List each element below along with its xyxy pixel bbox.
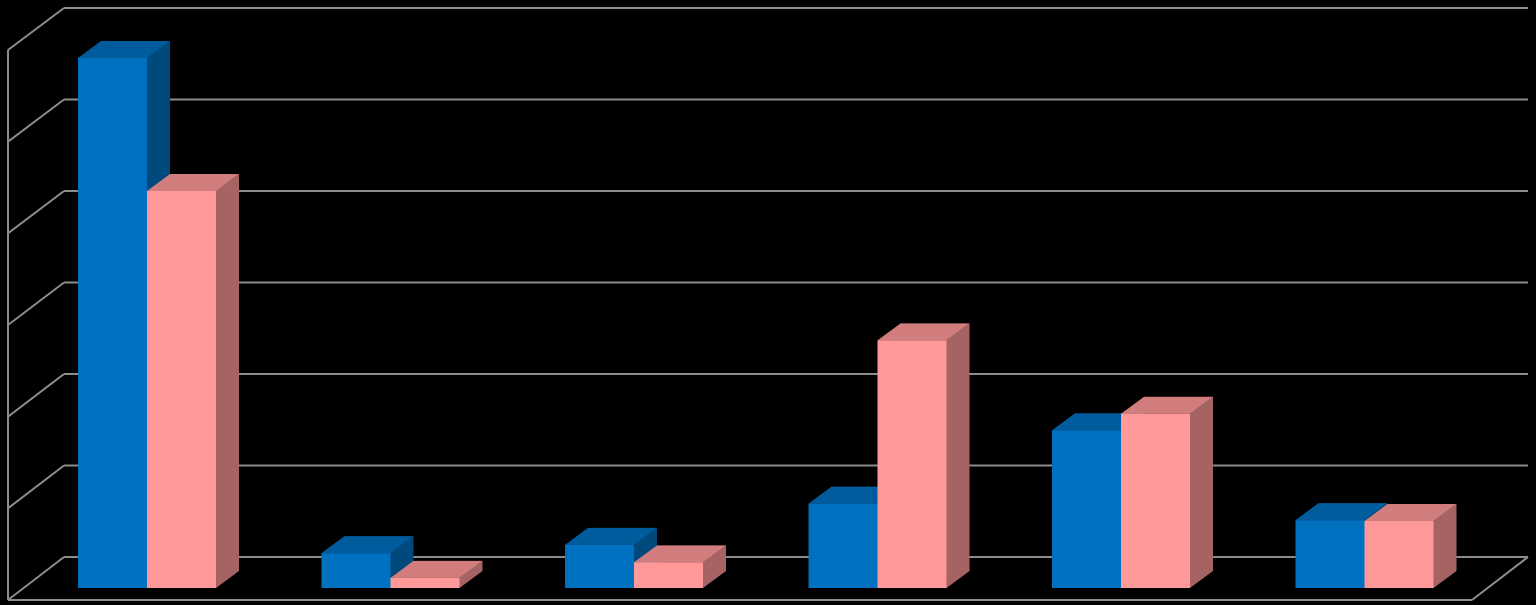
bar-front [321, 553, 391, 588]
bar-top [321, 536, 414, 554]
grid-line-side [7, 98, 65, 143]
bar-front [808, 503, 878, 588]
bar-side [946, 323, 970, 588]
bar-side [1190, 396, 1213, 588]
grid-line-side [7, 7, 65, 51]
grid-line-side [7, 464, 65, 510]
bar [1364, 504, 1457, 588]
grid-line-side [7, 281, 65, 326]
floor-edge [1471, 556, 1529, 601]
bar-front [1121, 413, 1190, 588]
bar-top [1364, 504, 1457, 522]
bar-front [877, 340, 947, 588]
bar-front [1364, 521, 1434, 588]
bar-side [459, 560, 483, 588]
bar-front [1295, 520, 1365, 588]
grid-line-side [7, 373, 65, 418]
bar-front [634, 562, 703, 588]
bar-front [565, 544, 634, 588]
bar-top [1295, 503, 1388, 521]
bar-top [147, 173, 239, 191]
bar-top [877, 323, 970, 341]
bar-front [1052, 430, 1121, 588]
bar-top [565, 527, 657, 545]
bar [390, 560, 483, 588]
bar-front [147, 190, 216, 588]
bar-front [390, 577, 460, 588]
bar-front [78, 57, 147, 588]
bar [634, 545, 726, 588]
bar-top [1121, 396, 1213, 414]
bar-side [1433, 504, 1457, 588]
bar [147, 173, 239, 588]
bar-top [390, 560, 483, 578]
bar [321, 536, 414, 588]
bar [877, 323, 970, 588]
grid-line-side [7, 556, 65, 601]
bar-side [703, 545, 726, 588]
bar-top [78, 40, 170, 58]
bar-top [634, 545, 726, 563]
grid-line-side [7, 190, 65, 235]
bar-side [216, 173, 239, 588]
bar [1121, 396, 1213, 588]
